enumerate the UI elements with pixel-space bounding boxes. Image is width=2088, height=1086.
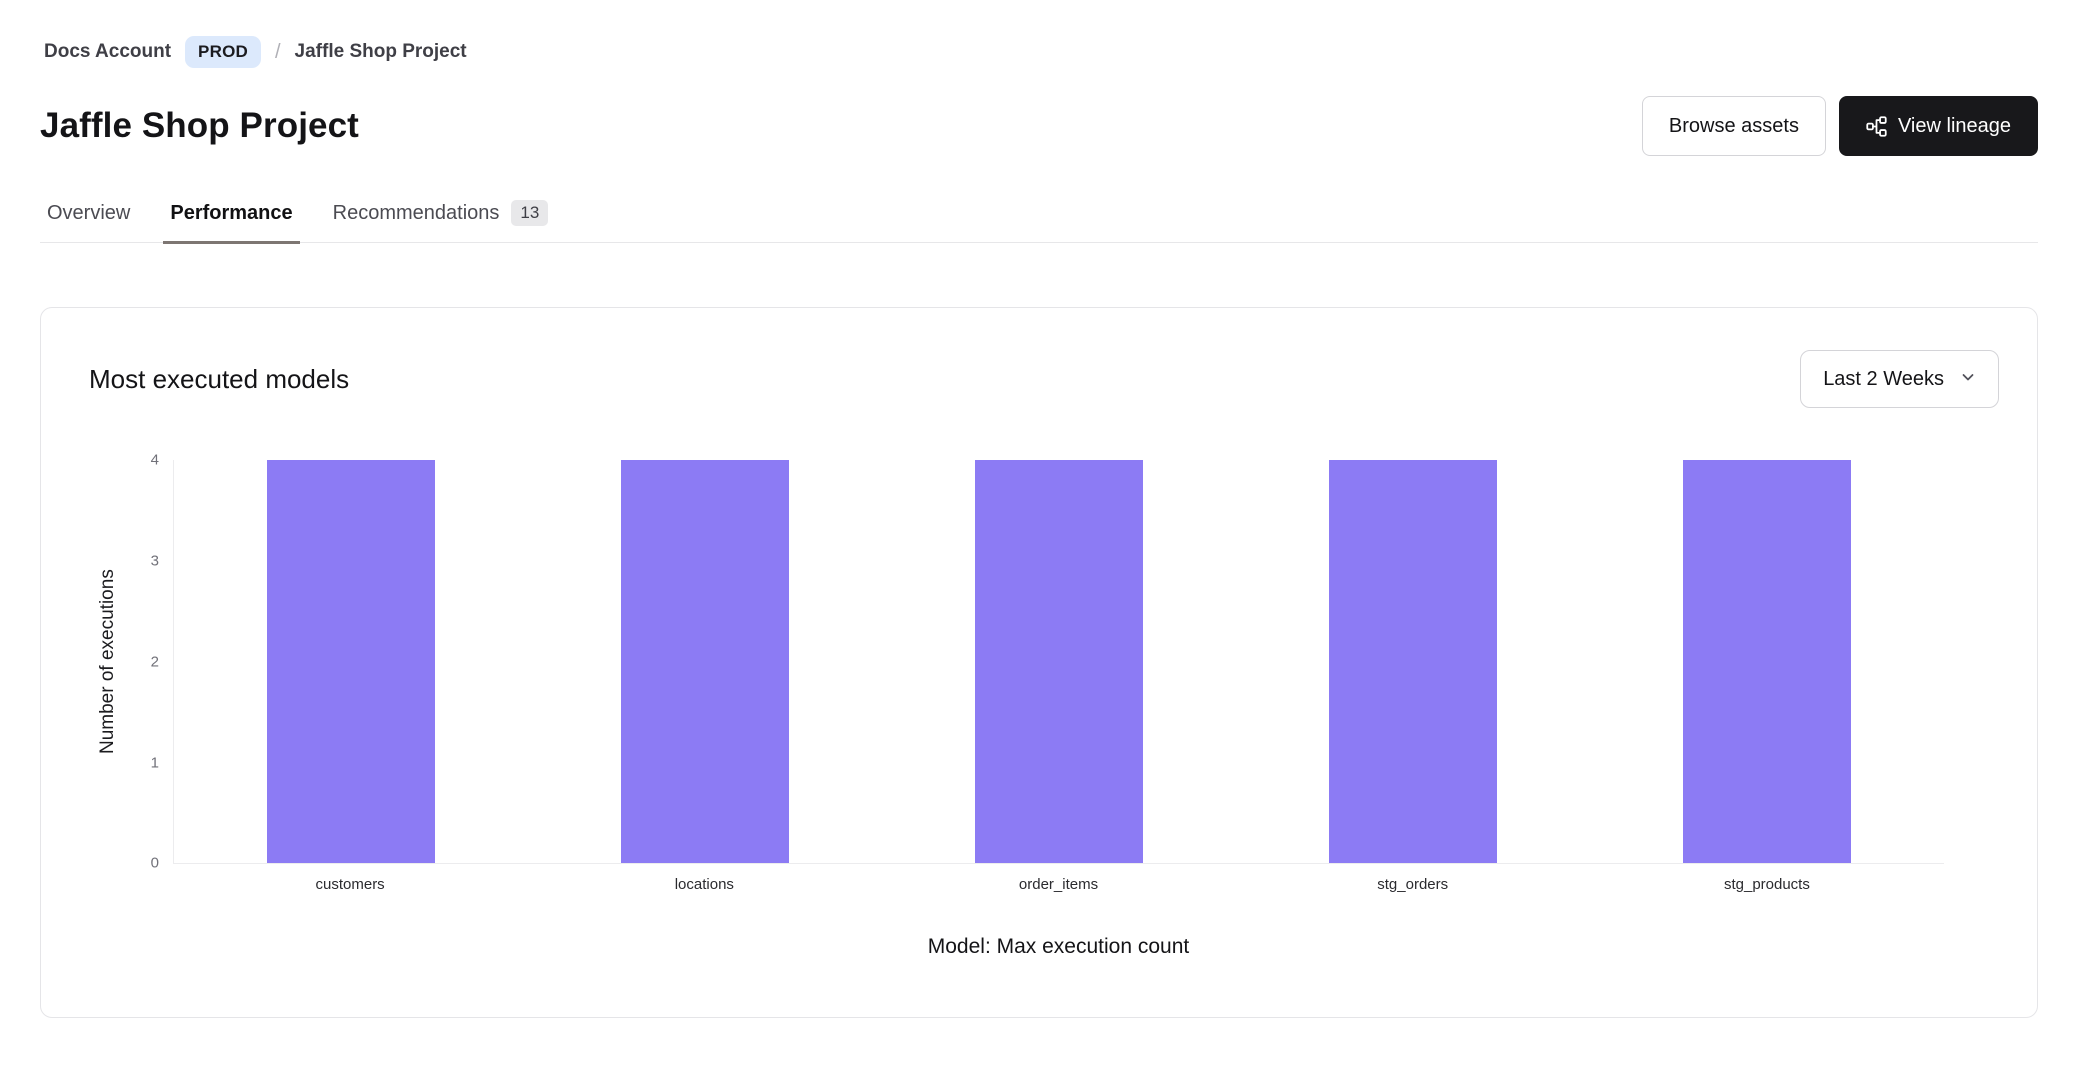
tab-recommendations[interactable]: Recommendations 13 bbox=[326, 200, 556, 244]
y-axis-tick-label: 3 bbox=[150, 552, 159, 570]
bar-chart: Number of executions 0 1 2 3 4 customers loca… bbox=[91, 452, 1944, 959]
header-actions: Browse assets View lineage bbox=[1641, 96, 2038, 156]
bar-slot bbox=[882, 460, 1236, 864]
most-executed-models-card: Most executed models Last 2 Weeks Number… bbox=[40, 307, 2038, 1019]
page-title: Jaffle Shop Project bbox=[40, 106, 359, 145]
y-axis-tick-label: 2 bbox=[150, 653, 159, 671]
x-axis-category-label: order_items bbox=[1018, 876, 1099, 894]
tab-performance-label: Performance bbox=[170, 201, 293, 224]
bar-order_items[interactable] bbox=[974, 460, 1144, 864]
bar-slot bbox=[528, 460, 882, 864]
breadcrumb-project-link[interactable]: Jaffle Shop Project bbox=[294, 41, 467, 62]
browse-assets-button[interactable]: Browse assets bbox=[1641, 96, 1826, 156]
tab-recommendations-label: Recommendations bbox=[332, 201, 500, 224]
recommendations-count-badge: 13 bbox=[511, 200, 549, 227]
lineage-graph-icon bbox=[1866, 115, 1887, 137]
y-axis-tick-label: 1 bbox=[150, 754, 159, 772]
x-axis-category-label: stg_orders bbox=[1377, 876, 1449, 894]
x-axis-category-label: locations bbox=[674, 876, 734, 894]
bar-stg_orders[interactable] bbox=[1328, 460, 1498, 864]
x-axis-category-label: customers bbox=[315, 876, 385, 894]
project-page: Docs Account PROD / Jaffle Shop Project … bbox=[40, 36, 2038, 1019]
chart-title: Most executed models bbox=[89, 363, 350, 394]
x-axis-labels: customers locations order_items stg_orders s… bbox=[173, 876, 1944, 893]
breadcrumb: Docs Account PROD / Jaffle Shop Project bbox=[40, 36, 2038, 68]
x-axis-title: Model: Max execution count bbox=[927, 935, 1190, 959]
bar-slot bbox=[1236, 460, 1590, 864]
bar-stg_products[interactable] bbox=[1682, 460, 1852, 864]
bar-slot bbox=[1590, 460, 1944, 864]
card-header: Most executed models Last 2 Weeks bbox=[89, 350, 1999, 409]
view-lineage-label: View lineage bbox=[1897, 114, 2011, 137]
breadcrumb-separator: / bbox=[274, 40, 281, 63]
title-row: Jaffle Shop Project Browse assets View l… bbox=[40, 96, 2038, 156]
tab-overview-label: Overview bbox=[47, 201, 131, 224]
breadcrumb-account-link[interactable]: Docs Account bbox=[44, 41, 172, 62]
time-range-dropdown[interactable]: Last 2 Weeks bbox=[1800, 350, 1999, 409]
bar-locations[interactable] bbox=[620, 460, 790, 864]
bar-customers[interactable] bbox=[266, 460, 436, 864]
browse-assets-label: Browse assets bbox=[1668, 114, 1799, 137]
view-lineage-button[interactable]: View lineage bbox=[1838, 96, 2038, 156]
bars-container bbox=[174, 460, 1944, 864]
plot-area: 0 1 2 3 4 bbox=[151, 452, 1944, 872]
chevron-down-icon bbox=[1960, 368, 1976, 391]
tab-bar: Overview Performance Recommendations 13 bbox=[40, 200, 2038, 245]
environment-badge: PROD bbox=[185, 36, 261, 68]
tab-performance[interactable]: Performance bbox=[163, 200, 300, 245]
bar-slot bbox=[174, 460, 528, 864]
y-axis-tick-label: 4 bbox=[150, 451, 159, 469]
y-axis-title: Number of executions bbox=[97, 569, 118, 755]
tab-overview[interactable]: Overview bbox=[40, 200, 137, 244]
plot-column: 0 1 2 3 4 customers locations order_items stg_o… bbox=[125, 452, 1944, 959]
time-range-value: Last 2 Weeks bbox=[1823, 367, 1944, 390]
y-axis-tick-label: 0 bbox=[150, 854, 159, 872]
x-axis-category-label: stg_products bbox=[1723, 876, 1810, 894]
